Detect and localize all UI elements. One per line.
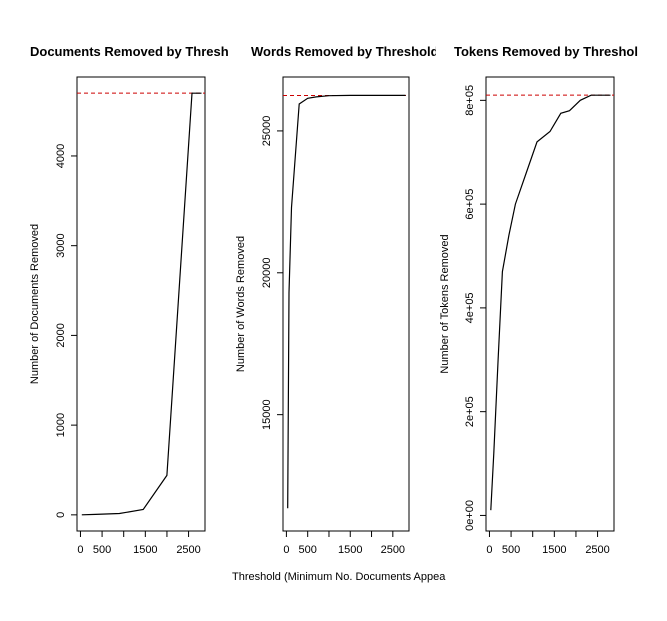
- x-tick-label: 2500: [381, 544, 405, 556]
- y-tick-label: 15000: [261, 399, 273, 430]
- series-line: [287, 94, 406, 509]
- y-axis-label: Number of Words Removed: [235, 236, 247, 372]
- y-axis-label: Number of Tokens Removed: [439, 234, 451, 373]
- y-tick-label: 2000: [55, 323, 67, 347]
- x-tick-label: 2500: [585, 544, 609, 556]
- y-tick-label: 2e+05: [464, 396, 476, 427]
- panel-3: Tokens Removed by Threshol 0 500 1500 2500 0e…: [439, 44, 638, 556]
- y-tick-label: 1000: [55, 413, 67, 437]
- x-tick-label: 2500: [176, 544, 200, 556]
- plot-frame: [76, 76, 206, 532]
- x-tick-label: 500: [299, 544, 317, 556]
- x-tick-label: 500: [93, 544, 111, 556]
- panel-1: Documents Removed by Thresh 0 500 1500 2500 0…: [29, 44, 229, 556]
- x-tick-label: 500: [502, 544, 520, 556]
- x-tick-label: 1500: [338, 544, 362, 556]
- x-tick-label: 0: [283, 544, 289, 556]
- series-line: [490, 94, 611, 511]
- panel-1-title: Documents Removed by Thresh: [30, 44, 229, 59]
- panel-2-title: Words Removed by Threshold: [251, 44, 439, 59]
- y-tick-label: 4e+05: [464, 292, 476, 323]
- x-tick-label: 1500: [133, 544, 157, 556]
- figure-x-axis-label: Threshold (Minimum No. Documents Appea: [232, 571, 446, 583]
- y-tick-label: 4000: [55, 144, 67, 168]
- series-line: [81, 92, 202, 516]
- y-tick-label: 20000: [261, 257, 273, 288]
- plot-frame: [282, 76, 410, 532]
- y-axis-label: Number of Documents Removed: [29, 224, 41, 384]
- x-tick-label: 0: [77, 544, 83, 556]
- y-tick-label: 0: [55, 512, 67, 518]
- panel-3-title: Tokens Removed by Threshol: [454, 44, 638, 59]
- y-tick-label: 25000: [261, 116, 273, 147]
- x-tick-label: 1500: [542, 544, 566, 556]
- panel-2: Words Removed by Threshold 0 500 1500 2500 15…: [235, 44, 439, 556]
- y-tick-label: 0e+00: [464, 500, 476, 531]
- x-tick-label: 0: [486, 544, 492, 556]
- y-tick-label: 3000: [55, 233, 67, 257]
- plot-frame: [485, 76, 615, 532]
- y-tick-label: 6e+05: [464, 189, 476, 220]
- y-tick-label: 8e+05: [464, 85, 476, 116]
